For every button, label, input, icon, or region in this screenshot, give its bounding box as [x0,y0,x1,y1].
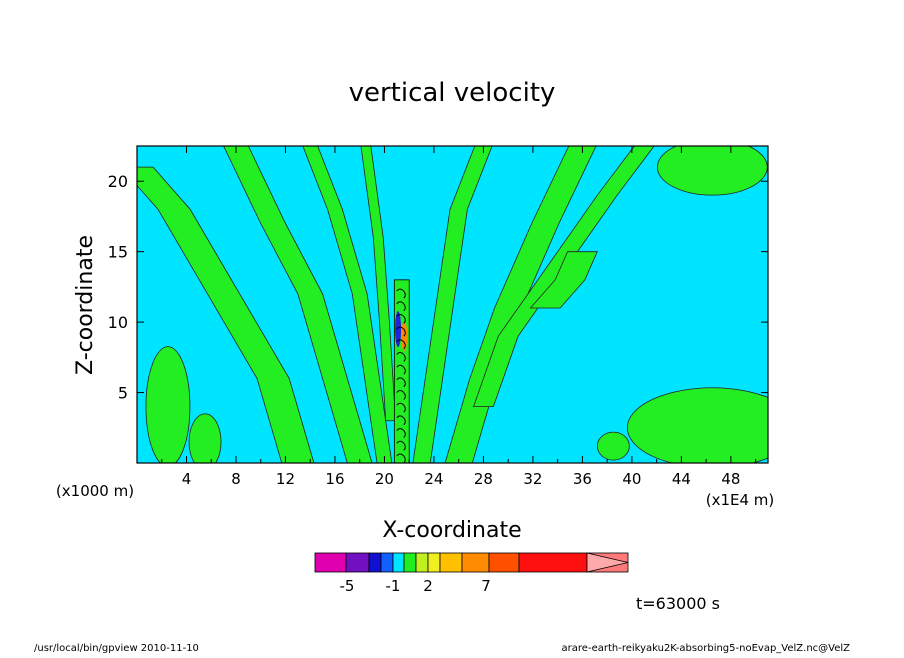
time-label: t=63000 s [636,594,720,613]
core-contour-line [396,313,406,324]
core-contour-line [396,377,406,388]
y-tick-label: 5 [118,384,128,403]
core-contour-line [396,428,406,438]
plot-frame [136,145,769,464]
x-tick-label: 36 [573,470,592,488]
x-unit-label: (x1E4 m) [706,491,775,509]
core-contour-line [396,390,406,400]
colorbar-segment [368,552,382,573]
core-contour-line [396,352,406,362]
colorbar-tick-label: 7 [481,577,491,595]
core-contour-line [396,326,406,337]
colorbar-tick-label: -1 [386,577,401,595]
x-tick-label: 44 [672,470,691,488]
colorbar-segment [439,552,463,573]
colorbar-segment [488,552,520,573]
y-unit-label: (x1000 m) [56,482,134,500]
core-contour-line [396,364,406,375]
y-tick-label: 15 [108,243,128,262]
x-tick-label: 32 [523,470,542,488]
contour-field [137,146,768,463]
contour-band [302,146,393,463]
contour-blob [596,431,630,461]
colorbar-segment [415,552,429,573]
contour-blob [188,413,222,463]
x-tick-label: 48 [721,470,740,488]
core-contour-line [396,301,406,312]
chart-title: vertical velocity [349,78,556,108]
colorbar-arrow [586,552,629,573]
contour-band [412,146,493,463]
y-tick-label: 10 [108,313,128,332]
colorbar-segment [427,552,441,573]
y-axis-label: Z-coordinate [73,235,98,375]
contour-blob [626,387,768,463]
core-contour-line [396,440,406,451]
contour-band [472,146,655,408]
y-axis: 5 10 15 20 [108,172,768,403]
core-contour-line [396,288,406,299]
x-tick-label: 20 [375,470,394,488]
x-tick-label: 12 [276,470,295,488]
y-tick-label: 20 [108,172,128,191]
colorbar-segment [403,552,417,573]
contour-band [360,146,397,422]
contour-band [529,251,598,309]
colorbar-segment [314,552,347,573]
positive-velocity-bands [137,146,768,463]
x-tick-label: 16 [325,470,344,488]
x-tick-label: 4 [182,470,192,488]
x-tick-label: 40 [622,470,641,488]
colorbar [314,552,629,573]
x-axis: 4 8 12 16 20 24 28 32 36 40 44 48 [161,146,757,488]
footer-left: /usr/local/bin/gpview 2010-11-10 [34,643,199,654]
x-axis-label: X-coordinate [382,518,521,543]
core-contour-line [396,339,406,350]
x-tick-label: 28 [474,470,493,488]
contour-band [137,166,315,463]
core-contour-line [396,415,406,426]
colorbar-tick-label: -5 [340,577,355,595]
updraft-core [393,279,410,463]
x-tick-label: 24 [424,470,443,488]
core-contour-line [396,453,406,463]
x-tick-label: 8 [231,470,241,488]
colorbar-segment [392,552,405,573]
colorbar-tick-labels: -5 -1 2 7 [340,577,491,595]
colorbar-tick-label: 2 [423,577,433,595]
contour-blob [145,346,191,463]
core-contour-line [396,402,406,413]
core-downdraft [395,311,402,348]
colorbar-segment [345,552,370,573]
contour-blob [656,146,768,196]
contour-band [223,146,373,463]
colorbar-segment [518,552,588,573]
footer-right: arare-earth-reikyaku2K-absorbing5-noEvap… [562,643,851,654]
colorbar-segment [461,552,490,573]
core-region [393,279,410,463]
colorbar-segment [380,552,394,573]
